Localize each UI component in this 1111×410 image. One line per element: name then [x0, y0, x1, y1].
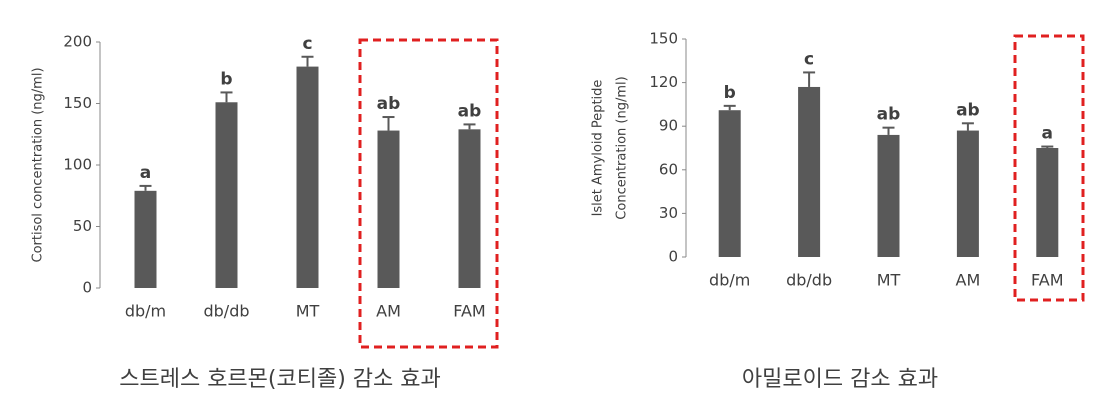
x-tick-label: FAM — [453, 302, 485, 321]
x-tick-label: MT — [296, 302, 320, 321]
x-tick-label: db/db — [203, 302, 249, 321]
significance-label: b — [724, 83, 736, 103]
x-tick-label: db/m — [709, 271, 750, 290]
x-tick-label: AM — [956, 271, 981, 290]
y-tick-label: 0 — [668, 248, 678, 266]
significance-label: ab — [877, 105, 901, 125]
highlight-box — [358, 38, 499, 349]
significance-label: ab — [956, 100, 980, 120]
y-tick-label: 90 — [659, 117, 678, 135]
y-tick-label: 150 — [63, 94, 92, 112]
y-tick-label: 60 — [659, 160, 678, 178]
bar — [798, 86, 821, 258]
significance-label: ab — [458, 101, 482, 121]
significance-label: c — [804, 49, 814, 69]
significance-label: c — [302, 34, 312, 54]
bar — [718, 110, 741, 257]
highlight-box — [1013, 34, 1085, 302]
x-tick-label: AM — [376, 302, 401, 321]
caption: 스트레스 호르몬(코티졸) 감소 효과 — [119, 367, 441, 392]
x-tick-label: MT — [877, 271, 901, 290]
y-axis-label: Islet Amyloid Peptide — [591, 80, 606, 217]
bar — [956, 130, 979, 257]
error-bar — [463, 123, 476, 130]
bar — [877, 134, 900, 257]
y-tick-label: 200 — [63, 33, 92, 51]
bar — [296, 66, 319, 288]
caption: 아밀로이드 감소 효과 — [742, 367, 938, 392]
y-tick-label: 30 — [659, 204, 678, 222]
y-axis-label: Concentration (ng/ml) — [615, 76, 630, 219]
error-bar — [882, 126, 895, 135]
y-tick-label: 50 — [73, 217, 92, 235]
y-tick-label: 120 — [649, 73, 678, 91]
bar — [134, 190, 157, 288]
error-bar — [723, 104, 736, 111]
y-tick-label: 100 — [63, 156, 92, 174]
bar — [377, 130, 400, 288]
x-tick-label: db/db — [786, 271, 832, 290]
x-tick-label: db/m — [125, 302, 166, 321]
bar — [1036, 148, 1059, 257]
error-bar — [961, 122, 974, 131]
error-bar — [382, 116, 395, 131]
error-bar — [220, 91, 233, 103]
y-axis-label: Cortisol concentration (ng/ml) — [31, 67, 46, 262]
bar — [215, 102, 238, 289]
significance-label: a — [140, 163, 151, 183]
significance-label: a — [1042, 124, 1053, 144]
error-bar — [301, 55, 314, 67]
error-bar — [803, 71, 816, 87]
y-tick-label: 150 — [649, 30, 678, 48]
error-bar — [1041, 145, 1054, 148]
error-bar — [139, 184, 152, 191]
significance-label: b — [220, 69, 232, 89]
y-tick-label: 0 — [82, 279, 92, 297]
significance-label: ab — [377, 94, 401, 114]
x-tick-label: FAM — [1031, 271, 1063, 290]
bar — [458, 129, 481, 288]
